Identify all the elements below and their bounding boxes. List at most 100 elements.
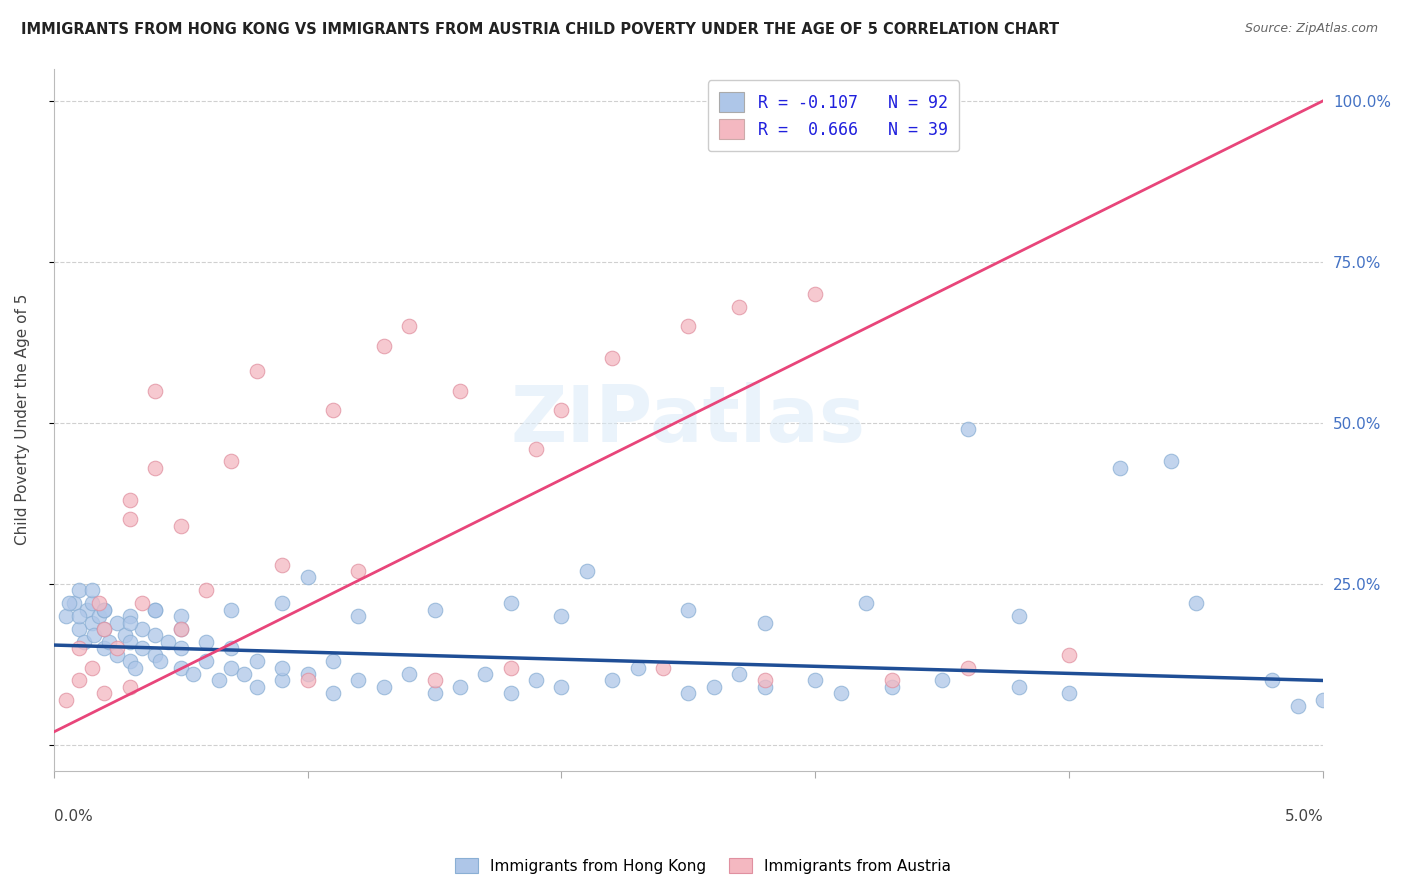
Point	[118, 680, 141, 694]
Point	[246, 680, 269, 694]
Point	[93, 641, 115, 656]
Point	[524, 442, 547, 456]
Point	[1059, 648, 1081, 662]
Point	[271, 660, 294, 674]
Point	[194, 654, 217, 668]
Point	[1059, 686, 1081, 700]
Point	[678, 602, 700, 616]
Point	[804, 287, 827, 301]
Point	[118, 635, 141, 649]
Point	[1160, 454, 1182, 468]
Y-axis label: Child Poverty Under the Age of 5: Child Poverty Under the Age of 5	[15, 293, 30, 545]
Point	[143, 648, 166, 662]
Point	[63, 596, 86, 610]
Point	[118, 512, 141, 526]
Point	[550, 609, 572, 624]
Point	[931, 673, 953, 688]
Point	[89, 609, 111, 624]
Point	[754, 680, 776, 694]
Point	[423, 686, 446, 700]
Point	[754, 673, 776, 688]
Point	[143, 461, 166, 475]
Point	[1109, 461, 1132, 475]
Point	[347, 673, 370, 688]
Point	[114, 628, 136, 642]
Point	[83, 628, 105, 642]
Point	[246, 654, 269, 668]
Point	[880, 673, 903, 688]
Point	[93, 686, 115, 700]
Point	[524, 673, 547, 688]
Point	[194, 635, 217, 649]
Point	[271, 673, 294, 688]
Point	[76, 602, 98, 616]
Point	[93, 622, 115, 636]
Point	[93, 622, 115, 636]
Point	[143, 384, 166, 398]
Text: ZIPatlas: ZIPatlas	[510, 382, 866, 458]
Legend: Immigrants from Hong Kong, Immigrants from Austria: Immigrants from Hong Kong, Immigrants fr…	[449, 852, 957, 880]
Point	[233, 667, 256, 681]
Point	[169, 609, 191, 624]
Point	[398, 667, 420, 681]
Point	[131, 622, 153, 636]
Point	[80, 660, 103, 674]
Point	[703, 680, 725, 694]
Point	[169, 622, 191, 636]
Point	[499, 686, 522, 700]
Point	[118, 654, 141, 668]
Point	[678, 686, 700, 700]
Point	[271, 596, 294, 610]
Point	[131, 596, 153, 610]
Point	[956, 660, 979, 674]
Point	[105, 615, 128, 630]
Point	[297, 673, 319, 688]
Point	[143, 602, 166, 616]
Point	[221, 602, 243, 616]
Point	[143, 602, 166, 616]
Point	[499, 660, 522, 674]
Point	[169, 660, 191, 674]
Point	[880, 680, 903, 694]
Text: 0.0%: 0.0%	[53, 809, 93, 824]
Point	[55, 693, 77, 707]
Point	[754, 615, 776, 630]
Point	[93, 602, 115, 616]
Point	[956, 422, 979, 436]
Point	[297, 667, 319, 681]
Point	[652, 660, 675, 674]
Point	[118, 615, 141, 630]
Point	[149, 654, 172, 668]
Text: 5.0%: 5.0%	[1285, 809, 1323, 824]
Point	[131, 641, 153, 656]
Point	[271, 558, 294, 572]
Point	[156, 635, 179, 649]
Text: Source: ZipAtlas.com: Source: ZipAtlas.com	[1244, 22, 1378, 36]
Point	[67, 641, 90, 656]
Point	[373, 680, 395, 694]
Point	[627, 660, 650, 674]
Point	[499, 596, 522, 610]
Point	[208, 673, 231, 688]
Point	[1185, 596, 1208, 610]
Point	[143, 628, 166, 642]
Point	[181, 667, 204, 681]
Point	[55, 609, 77, 624]
Point	[80, 615, 103, 630]
Point	[347, 564, 370, 578]
Point	[398, 319, 420, 334]
Point	[600, 351, 623, 366]
Point	[80, 596, 103, 610]
Point	[322, 403, 344, 417]
Point	[169, 519, 191, 533]
Point	[98, 635, 121, 649]
Point	[169, 641, 191, 656]
Point	[58, 596, 80, 610]
Point	[347, 609, 370, 624]
Point	[449, 680, 471, 694]
Point	[221, 660, 243, 674]
Point	[221, 641, 243, 656]
Point	[1261, 673, 1284, 688]
Point	[373, 338, 395, 352]
Point	[728, 300, 751, 314]
